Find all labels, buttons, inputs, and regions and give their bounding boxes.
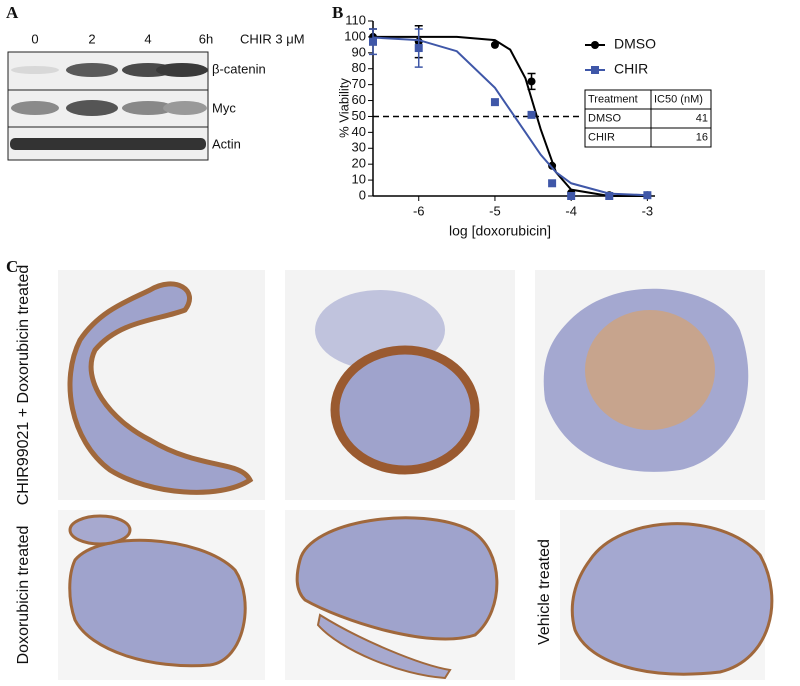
table-text: Treatment	[588, 93, 638, 105]
table-text: DMSO	[588, 112, 621, 124]
table-cell	[650, 127, 712, 148]
y-tick-label: 60	[352, 92, 366, 107]
panel-label: B	[332, 3, 343, 22]
data-point	[527, 77, 536, 86]
x-tick-label: -5	[489, 203, 501, 218]
y-tick-label: 80	[352, 60, 366, 75]
x-axis-title: log [doxorubicin]	[449, 223, 551, 239]
legend-label: DMSO	[614, 36, 656, 52]
band	[66, 63, 118, 77]
data-point	[369, 37, 377, 46]
band-label: β-catenin	[212, 61, 266, 76]
data-point	[548, 179, 557, 188]
y-tick-label: 50	[352, 108, 366, 123]
table-text: 41	[696, 112, 708, 124]
y-tick-label: 30	[352, 140, 366, 155]
y-tick-label: 110	[345, 12, 366, 27]
lane-label: 4	[144, 31, 151, 46]
band	[122, 101, 174, 115]
panel-label: A	[6, 3, 19, 22]
x-tick-label: -3	[642, 203, 654, 218]
x-tick-label: -6	[413, 203, 425, 218]
band	[156, 63, 208, 77]
y-axis-title: % Viability	[336, 78, 351, 138]
table-text: IC50 (nM)	[654, 93, 703, 105]
band	[163, 101, 207, 115]
row-label: CHIR99021 + Doxorubicin treated	[15, 265, 32, 506]
lane-label: 2	[88, 31, 95, 46]
lane-label: 6h	[199, 31, 213, 46]
fit-curve	[372, 36, 648, 197]
lane-label: 0	[31, 31, 38, 46]
y-tick-label: 0	[359, 187, 366, 202]
data-point	[490, 40, 499, 49]
band	[11, 66, 59, 74]
table-text: CHIR	[588, 131, 615, 143]
tissue	[295, 516, 499, 641]
tissue	[316, 613, 452, 680]
tissue	[330, 345, 480, 475]
western-blot: 0 2 4 6h CHIR 3 μM β-catenin Myc Actin	[7, 31, 305, 161]
table-text: 16	[696, 131, 708, 143]
band-label: Myc	[212, 100, 236, 115]
tissue-stain	[585, 310, 715, 430]
y-tick-label: 70	[352, 76, 366, 91]
tissue	[68, 538, 247, 668]
band-label: Actin	[212, 136, 241, 151]
data-point	[490, 98, 499, 107]
band	[11, 101, 59, 115]
data-point	[548, 161, 557, 170]
band	[10, 138, 206, 150]
tissue	[570, 522, 774, 676]
tissue	[68, 514, 132, 546]
legend-marker	[591, 66, 599, 74]
treatment-label: CHIR 3 μM	[240, 31, 305, 46]
y-tick-label: 100	[344, 28, 366, 43]
y-tick-label: 40	[352, 124, 366, 139]
data-point	[527, 110, 536, 119]
row-label: Vehicle treated	[536, 539, 553, 645]
x-tick-label: -4	[565, 203, 577, 218]
histology-panel: CHIR99021 + Doxorubicin treated Doxorubi…	[15, 265, 774, 680]
data-point	[567, 192, 576, 200]
legend-label: CHIR	[614, 61, 648, 77]
data-point	[643, 191, 652, 200]
y-tick-label: 90	[352, 44, 366, 59]
data-point	[605, 192, 614, 200]
dose-response-chart: % Viability log [doxorubicin] 0102030405…	[336, 12, 712, 239]
fit-curve	[373, 35, 648, 197]
legend-marker	[591, 41, 599, 49]
data-point	[414, 44, 423, 53]
row-label: Doxorubicin treated	[15, 526, 32, 665]
tissue	[67, 281, 254, 495]
band	[66, 100, 118, 116]
y-tick-label: 10	[352, 172, 366, 187]
panel-label: C	[6, 257, 18, 276]
y-tick-label: 20	[352, 156, 366, 171]
